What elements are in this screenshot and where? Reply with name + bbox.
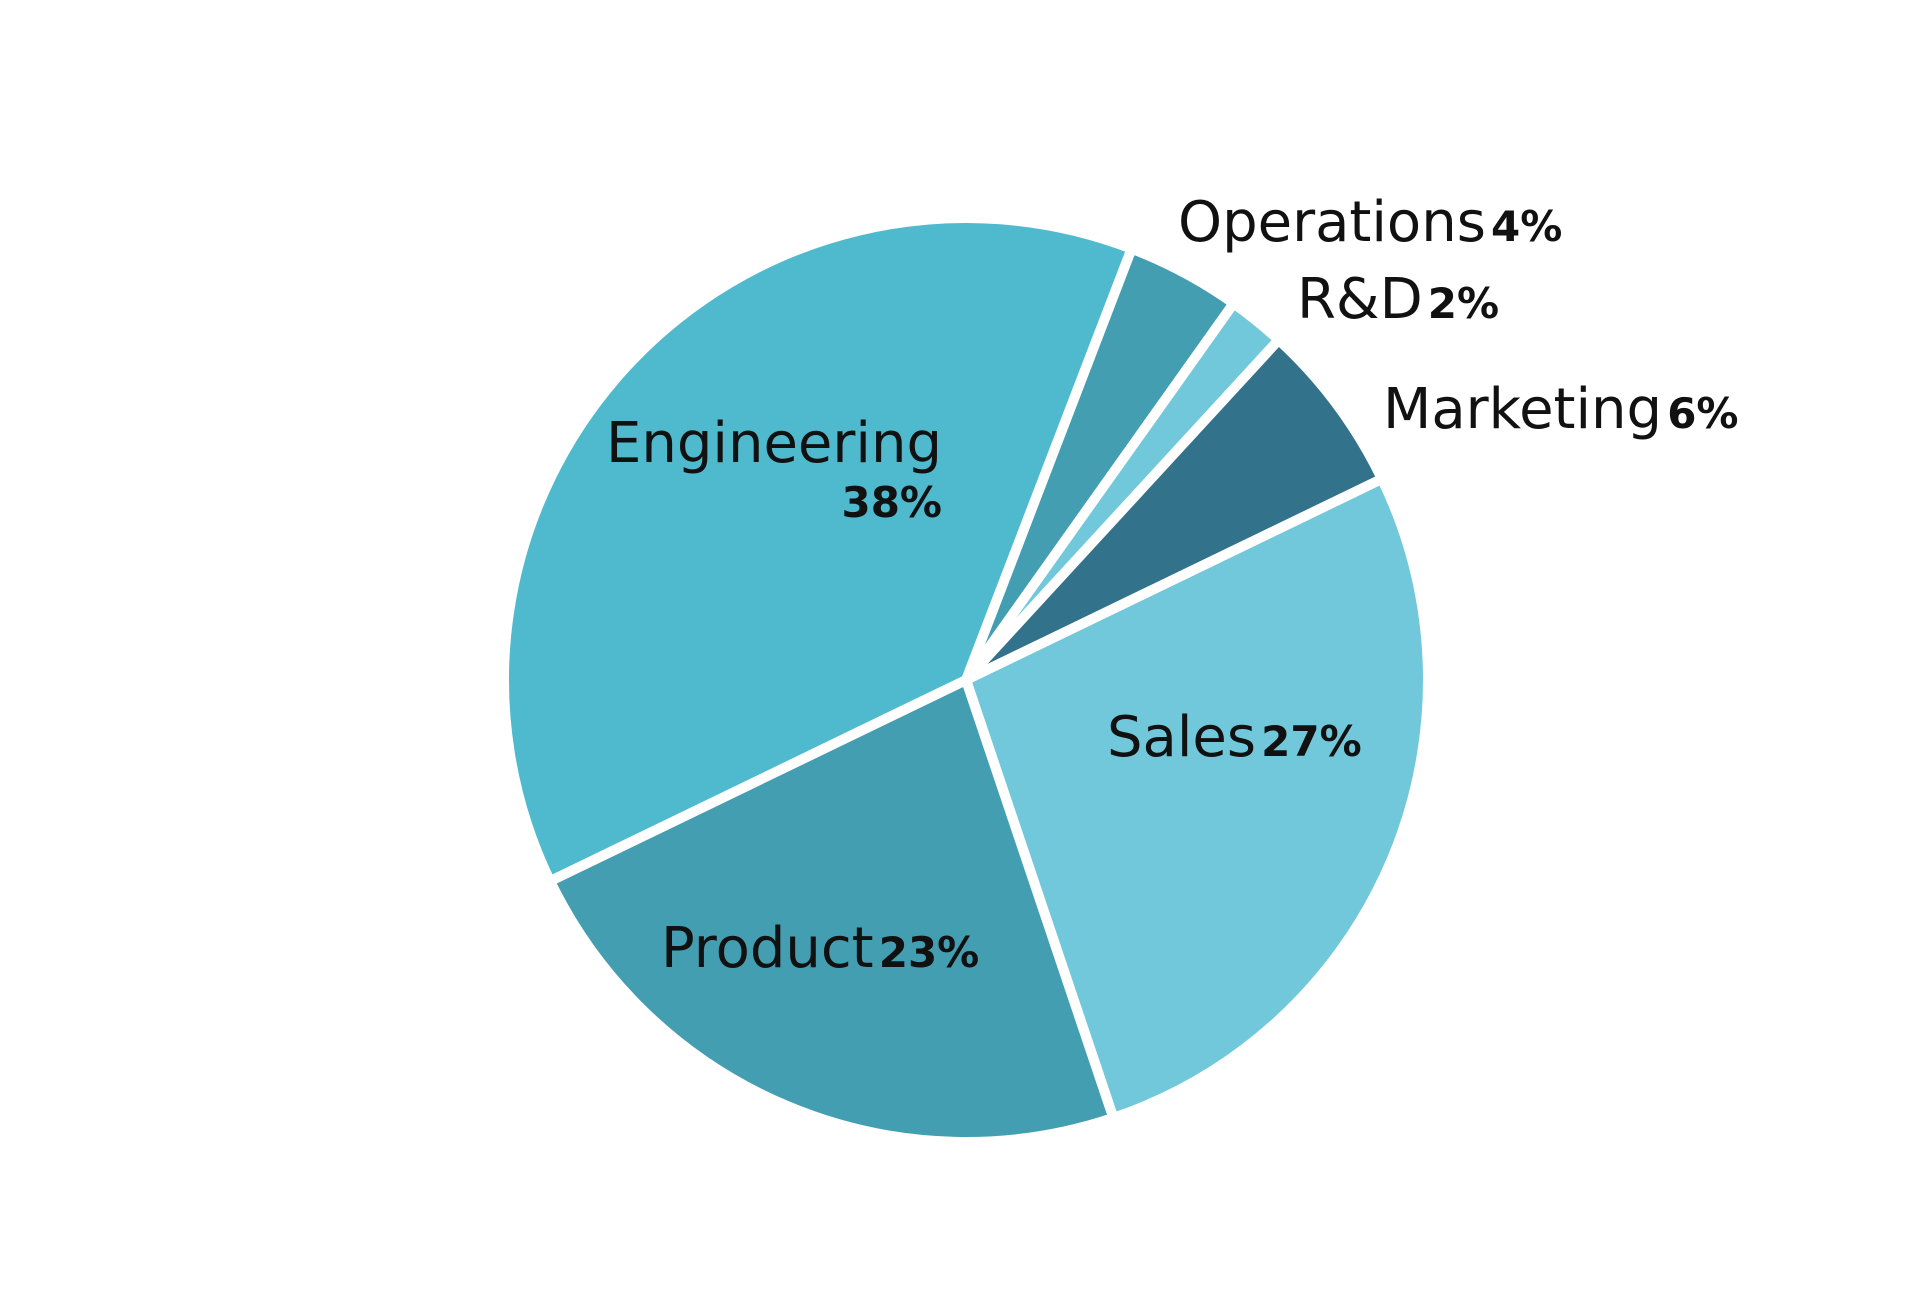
label-engineering-name: Engineering [606,411,942,476]
label-engineering-value: 38% [841,478,942,527]
label-operations-name: Operations [1178,190,1486,255]
pie-slice-sales [959,472,1433,1125]
label-rnd: R&D 2% [1297,267,1499,332]
label-sales: Sales 27% [1107,705,1362,770]
label-marketing-name: Marketing [1383,377,1662,442]
label-marketing: Marketing 6% [1383,377,1739,442]
label-operations-value: 4% [1491,202,1562,251]
pie-slice-marketing [962,332,1389,685]
label-rnd-name: R&D [1297,267,1423,332]
label-rnd-value: 2% [1428,279,1499,328]
label-product: Product 23% [661,916,979,981]
label-engineering: Engineering 38% [606,411,942,527]
label-product-name: Product [661,916,874,981]
pie-slice-product [543,673,1120,1147]
pie-slice-engineering [499,213,1139,888]
label-sales-name: Sales [1107,705,1256,770]
pie-slices [499,213,1433,1147]
label-marketing-value: 6% [1667,389,1738,438]
label-sales-value: 27% [1261,717,1362,766]
label-product-value: 23% [879,928,980,977]
label-operations: Operations 4% [1178,190,1562,255]
